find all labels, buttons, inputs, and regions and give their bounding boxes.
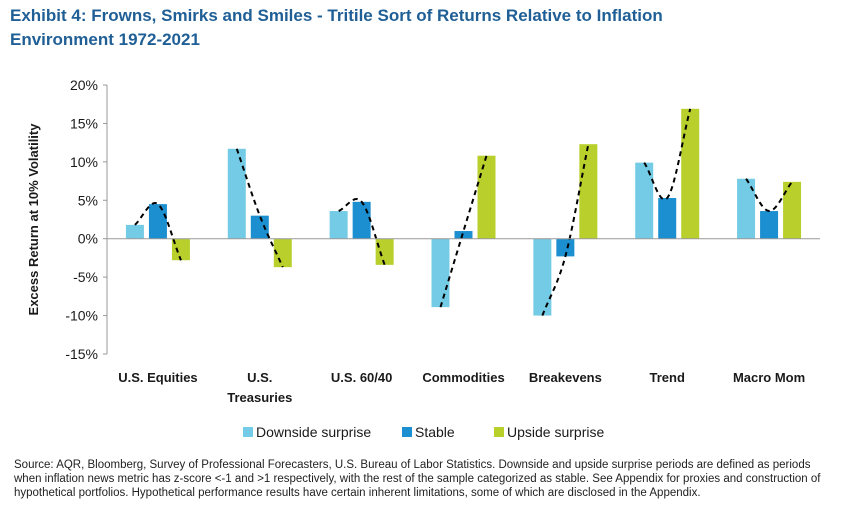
bars [125, 108, 802, 316]
legend-swatch [402, 427, 412, 437]
bar [658, 197, 677, 239]
bar [556, 238, 575, 257]
bar [148, 204, 167, 239]
bar [579, 144, 598, 239]
y-tick-label: 10% [70, 154, 98, 170]
y-tick-label: -15% [65, 346, 98, 362]
bar [681, 108, 700, 239]
y-tick-label: -5% [73, 269, 98, 285]
y-axis: 20% 15% 10% 5% 0% -5% -10% -15% Excess Return at… [26, 77, 108, 362]
legend-label: Stable [415, 424, 455, 440]
chart-title-line-1: Exhibit 4: Frowns, Smirks and Smiles - T… [10, 6, 663, 25]
y-tick-label: 15% [70, 115, 98, 131]
x-axis: U.S. Equities U.S. Treasuries U.S. 60/40 Com… [107, 238, 820, 405]
bar [227, 148, 246, 239]
bar [125, 224, 144, 239]
trend-line [541, 143, 590, 316]
y-tick-label: -10% [65, 308, 98, 324]
trend-line [643, 108, 692, 201]
bar [431, 238, 450, 308]
legend-swatch [243, 427, 253, 437]
legend: Downside surprise Stable Upside surprise [243, 424, 604, 440]
bar [454, 231, 473, 239]
x-category-label: Commodities [422, 370, 504, 385]
bar [737, 178, 756, 239]
x-category-label: U.S. Equities [118, 370, 197, 385]
bar [171, 238, 190, 261]
y-tick-label: 0% [78, 231, 98, 247]
bar [533, 238, 552, 316]
trend-line [745, 178, 793, 213]
y-axis-title: Excess Return at 10% Volatility [26, 123, 41, 316]
bar-chart: 20% 15% 10% 5% 0% -5% -10% -15% Excess Return at… [26, 77, 820, 440]
x-category-label: Trend [650, 370, 685, 385]
y-tick-label: 5% [78, 192, 98, 208]
chart-title-line-2: Environment 1972-2021 [10, 30, 200, 49]
x-category-label: Breakevens [529, 370, 602, 385]
bar [273, 238, 292, 268]
bar [477, 155, 496, 239]
chart-title: Exhibit 4: Frowns, Smirks and Smiles - T… [10, 4, 830, 52]
bar [760, 211, 779, 239]
trend-line [134, 202, 182, 261]
bar [329, 211, 348, 239]
trend-line [338, 198, 386, 266]
trend-lines [134, 108, 793, 316]
bar [352, 201, 371, 239]
trend-line [235, 148, 284, 268]
legend-label: Upside surprise [507, 424, 604, 440]
x-category-label: Treasuries [227, 390, 292, 405]
x-category-label: U.S. [247, 370, 272, 385]
source-note: Source: AQR, Bloomberg, Survey of Profes… [14, 459, 821, 499]
legend-swatch [494, 427, 504, 437]
bar [783, 181, 802, 239]
x-category-label: U.S. 60/40 [331, 370, 392, 385]
bar [635, 162, 654, 239]
bar [250, 215, 269, 239]
y-tick-label: 20% [70, 77, 98, 93]
legend-label: Downside surprise [256, 424, 371, 440]
x-category-label: Macro Mom [733, 370, 805, 385]
bar [375, 238, 394, 265]
